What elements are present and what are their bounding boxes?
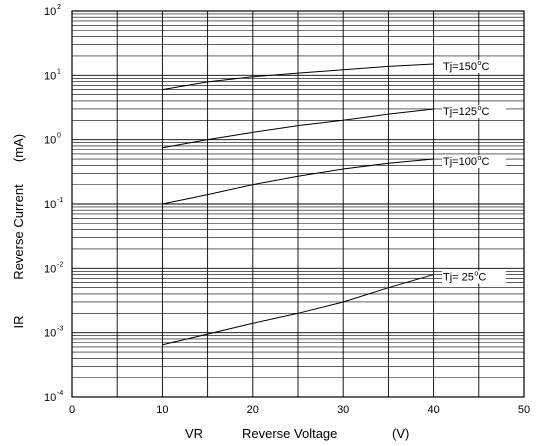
series-label-0: Tj=150 o C xyxy=(442,60,506,73)
y-axis-unit: (mA) xyxy=(11,134,26,162)
series-label-degree: o xyxy=(474,271,478,278)
series-label-bg xyxy=(442,60,506,74)
y-tick-base: 10 xyxy=(44,199,56,211)
series-line-1 xyxy=(162,108,434,149)
y-tick-exponent: -2 xyxy=(57,261,63,268)
y-axis-symbol: IR xyxy=(11,316,26,329)
x-axis-title: Reverse Voltage xyxy=(242,426,337,441)
y-tick-exponent: 2 xyxy=(57,4,61,11)
y-tick-exponent: 0 xyxy=(57,133,61,140)
series-label-text: Tj= 25 xyxy=(443,272,474,284)
x-tick-labels: 0 10 20 30 40 50 xyxy=(69,404,530,416)
series-label-bg xyxy=(442,270,506,284)
series-curves xyxy=(162,63,434,346)
x-axis-unit: (V) xyxy=(392,426,409,441)
series-label-degree: o xyxy=(477,105,481,112)
series-label-unit: C xyxy=(481,61,489,73)
y-tick-base: 10 xyxy=(44,328,56,340)
series-label-unit: C xyxy=(481,106,489,118)
series-label-text: Tj=125 xyxy=(443,106,477,118)
y-axis-title: Reverse Current xyxy=(11,184,26,280)
series-label-unit: C xyxy=(481,156,489,168)
series-label-bg xyxy=(442,155,506,169)
series-line-0 xyxy=(162,63,434,91)
y-tick-label: 10 1 xyxy=(44,68,61,82)
series-label-text: Tj=100 xyxy=(443,156,477,168)
series-label-bg xyxy=(442,104,506,118)
y-tick-exponent: -1 xyxy=(57,197,63,204)
x-tick-label: 0 xyxy=(69,404,75,416)
y-tick-label: 10 -2 xyxy=(44,261,63,275)
x-axis-symbol: VR xyxy=(185,426,203,441)
series-line-3 xyxy=(162,274,434,346)
series-label-2: Tj=100 o C xyxy=(442,155,506,169)
series-label-degree: o xyxy=(477,155,481,162)
series-label-1: Tj=125 o C xyxy=(442,104,506,118)
y-tick-exponent: -3 xyxy=(57,326,63,333)
series-line-2 xyxy=(162,158,434,205)
y-tick-base: 10 xyxy=(44,135,56,147)
series-label-degree: o xyxy=(477,60,481,67)
y-tick-label: 10 -4 xyxy=(44,390,63,404)
y-tick-label: 10 0 xyxy=(44,133,61,147)
series-label-3: Tj= 25 o C xyxy=(442,270,506,284)
x-tick-label: 40 xyxy=(427,404,439,416)
y-tick-base: 10 xyxy=(44,392,56,404)
y-tick-base: 10 xyxy=(44,263,56,275)
y-tick-label: 10 -1 xyxy=(44,197,63,211)
x-tick-label: 20 xyxy=(247,404,259,416)
y-tick-label: 10 2 xyxy=(44,4,61,18)
y-tick-exponent: -4 xyxy=(57,390,63,397)
series-label-unit: C xyxy=(478,272,486,284)
x-tick-label: 50 xyxy=(518,404,530,416)
plot-frame xyxy=(71,10,525,398)
y-tick-exponent: 1 xyxy=(57,68,61,75)
x-tick-label: 30 xyxy=(337,404,349,416)
series-labels: Tj=150 o CTj=125 o CTj=100 o CTj= 25 o C xyxy=(442,60,506,284)
series-label-text: Tj=150 xyxy=(443,61,477,73)
x-tick-label: 10 xyxy=(156,404,168,416)
y-tick-base: 10 xyxy=(44,6,56,18)
y-tick-label: 10 -3 xyxy=(44,326,63,340)
y-tick-base: 10 xyxy=(44,70,56,82)
